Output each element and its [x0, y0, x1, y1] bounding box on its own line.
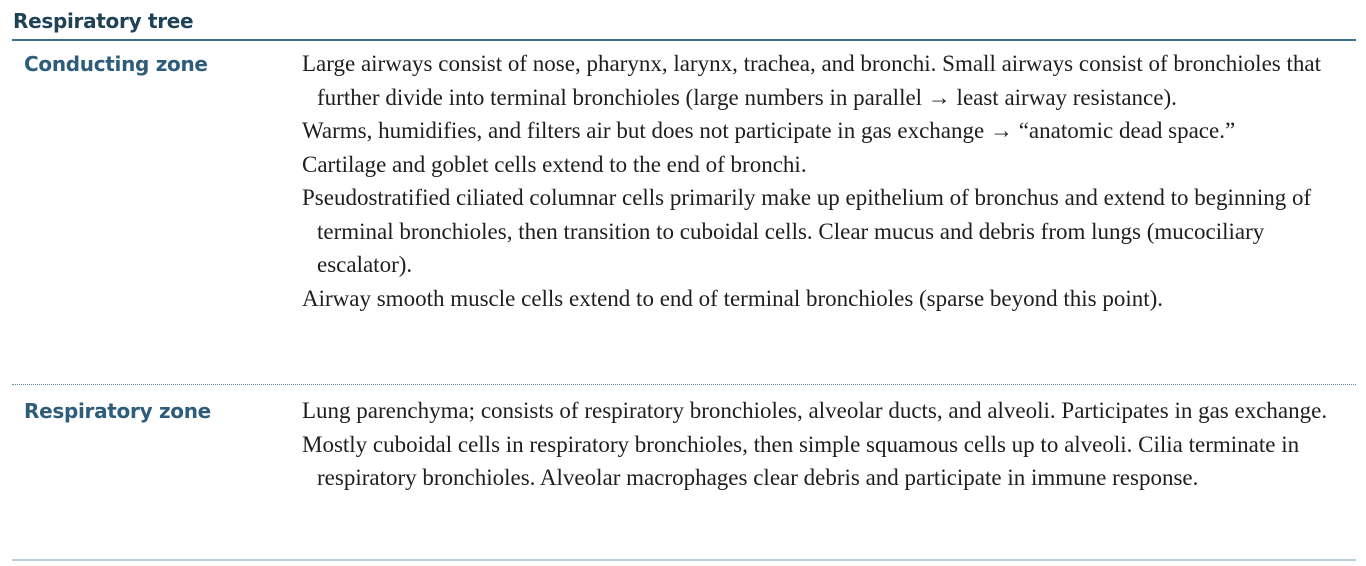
respiratory-zone-row: Respiratory zone Lung parenchyma; consis…	[12, 385, 1356, 561]
row-label-respiratory-zone: Respiratory zone	[24, 399, 211, 423]
row-body-conducting-zone: Large airways consist of nose, pharynx, …	[302, 47, 1356, 384]
respiratory-tree-table: Respiratory tree Conducting zone Large a…	[12, 0, 1356, 561]
paragraph: Airway smooth muscle cells extend to end…	[302, 285, 1164, 311]
paragraph: Large airways consist of nose, pharynx, …	[302, 51, 1321, 110]
section-title: Respiratory tree	[12, 0, 1356, 41]
row-label-conducting-zone: Conducting zone	[24, 52, 208, 76]
paragraph: Pseudostratified ciliated columnar cells…	[302, 185, 1312, 277]
conducting-zone-row: Conducting zone Large airways consist of…	[12, 41, 1356, 385]
paragraph: Cartilage and goblet cells extend to the…	[302, 151, 807, 177]
row-body-respiratory-zone: Lung parenchyma; consists of respiratory…	[302, 394, 1356, 559]
paragraph: Mostly cuboidal cells in respiratory bro…	[302, 431, 1300, 491]
paragraph: Lung parenchyma; consists of respiratory…	[302, 398, 1328, 423]
paragraph: Warms, humidifies, and filters air but d…	[302, 118, 1236, 143]
